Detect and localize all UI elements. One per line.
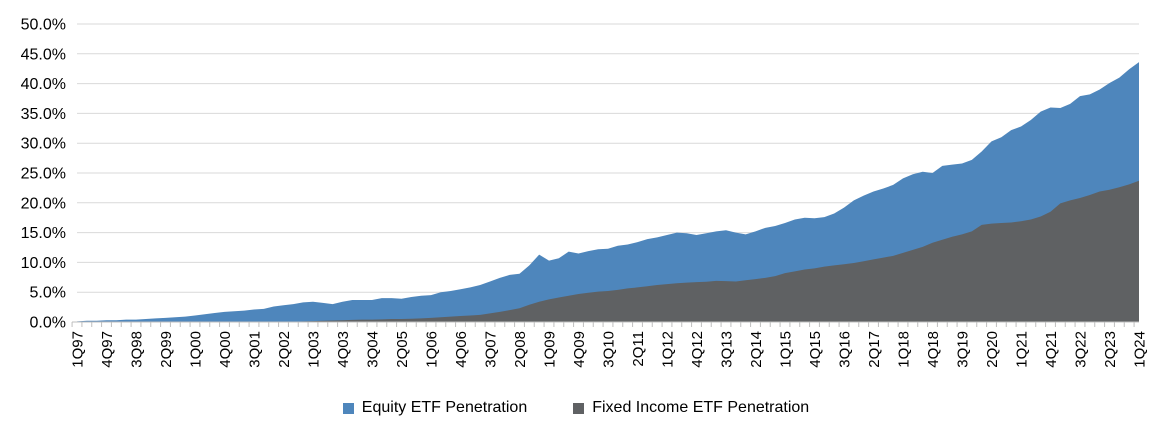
x-axis-tick-label: 3Q13: [719, 331, 736, 368]
x-axis-tick-label: 1Q15: [778, 331, 795, 368]
x-axis-tick-label: 4Q09: [571, 331, 588, 368]
y-axis-tick-label: 25.0%: [21, 166, 66, 183]
y-axis-tick-label: 45.0%: [21, 46, 66, 63]
x-axis-tick-label: 2Q23: [1102, 331, 1119, 368]
x-axis-tick-label: 4Q03: [335, 331, 352, 368]
legend-item-equity: Equity ETF Penetration: [342, 399, 528, 417]
x-axis-tick-label: 1Q97: [70, 331, 87, 368]
x-axis-tick-label: 3Q22: [1073, 331, 1090, 368]
x-axis-tick-label: 1Q12: [660, 331, 677, 368]
x-axis-tick-label: 3Q01: [247, 331, 264, 368]
equity-area: [77, 62, 1139, 322]
x-axis-tick-label: 2Q99: [158, 331, 175, 368]
x-axis-tick-label: 1Q21: [1014, 331, 1031, 368]
y-axis-tick-label: 20.0%: [21, 195, 66, 212]
x-axis-tick-label: 3Q07: [483, 331, 500, 368]
x-axis-tick-label: 1Q06: [424, 331, 441, 368]
x-axis-tick-label: 4Q15: [807, 331, 824, 368]
x-axis-tick-label: 2Q17: [866, 331, 883, 368]
y-axis-tick-label: 35.0%: [21, 106, 66, 123]
y-axis-tick-label: 10.0%: [21, 255, 66, 272]
x-axis-tick-label: 3Q16: [837, 331, 854, 368]
y-axis-tick-label: 50.0%: [21, 17, 66, 34]
x-axis-tick-label: 3Q10: [601, 331, 618, 368]
equity-legend-swatch: [342, 402, 354, 414]
x-axis-tick-label: 1Q18: [896, 331, 913, 368]
x-axis-tick-label: 1Q24: [1132, 331, 1149, 368]
x-axis-tick-label: 2Q11: [630, 331, 647, 367]
fixed-income-area: [77, 180, 1139, 322]
x-axis-tick-label: 2Q20: [984, 331, 1001, 368]
x-axis-tick-label: 4Q21: [1043, 331, 1060, 368]
y-axis-tick-label: 5.0%: [30, 285, 66, 302]
fixed-income-legend-label: Fixed Income ETF Penetration: [592, 399, 810, 416]
x-axis-tick-label: 4Q97: [99, 331, 116, 368]
y-axis-tick-label: 40.0%: [21, 76, 66, 93]
x-axis-tick-label: 3Q98: [129, 331, 146, 368]
equity-legend-label: Equity ETF Penetration: [361, 399, 528, 416]
x-axis-tick-label: 4Q12: [689, 331, 706, 368]
y-axis-tick-label: 0.0%: [30, 315, 66, 332]
x-axis-tick-label: 2Q02: [276, 331, 293, 368]
x-axis-tick-label: 2Q08: [512, 331, 529, 368]
x-axis-tick-label: 2Q05: [394, 331, 411, 368]
x-axis-tick-label: 4Q18: [925, 331, 942, 368]
x-axis-tick-label: 1Q03: [306, 331, 323, 368]
legend: Equity ETF Penetration Fixed Income ETF …: [0, 399, 1152, 417]
legend-item-fixed-income: Fixed Income ETF Penetration: [573, 399, 809, 417]
x-axis-tick-label: 2Q14: [748, 331, 765, 368]
x-axis-tick-label: 3Q19: [955, 331, 972, 368]
x-axis-tick-label: 1Q00: [188, 331, 205, 368]
x-axis-tick-label: 3Q04: [365, 331, 382, 368]
fixed-income-legend-swatch: [573, 402, 585, 414]
y-axis-tick-label: 30.0%: [21, 136, 66, 153]
x-axis-tick-label: 4Q06: [453, 331, 470, 368]
y-axis-tick-label: 15.0%: [21, 225, 66, 242]
x-axis-tick-label: 4Q00: [217, 331, 234, 368]
x-axis-tick-label: 1Q09: [542, 331, 559, 368]
